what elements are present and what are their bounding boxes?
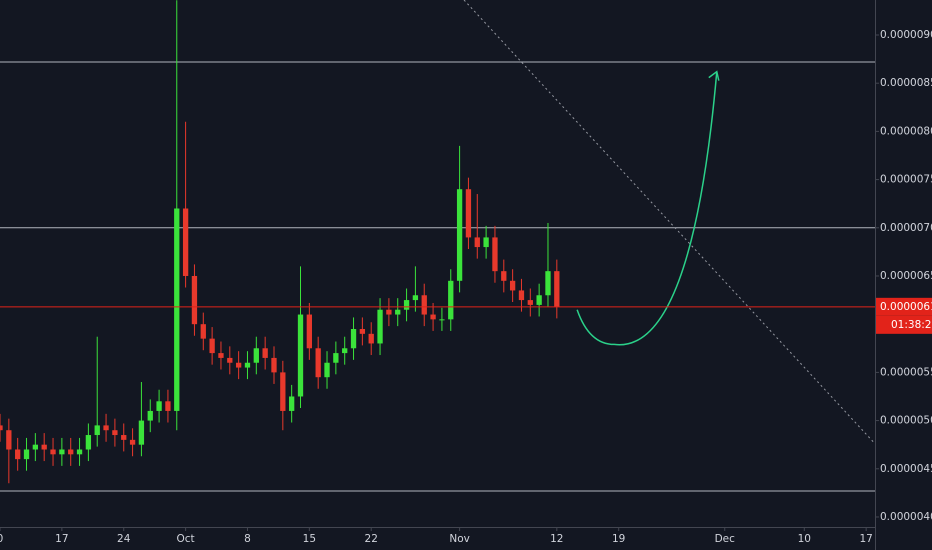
x-tick-label: 24 (117, 533, 131, 545)
candle-body (112, 430, 118, 436)
candle-body (244, 362, 251, 368)
candle-body (456, 189, 463, 281)
candle-body (430, 314, 436, 320)
y-tick-label: 0.00000700 (880, 222, 932, 234)
candle-body (85, 435, 92, 450)
candle-body (483, 237, 489, 248)
candle-body (368, 333, 374, 344)
x-tick-label: 19 (612, 533, 625, 545)
candle-body (289, 396, 295, 411)
candle-body (306, 314, 312, 349)
y-tick-label: 0.00000900 (880, 29, 932, 41)
candle-body (129, 439, 136, 445)
candle-body (421, 295, 427, 315)
candle-body (94, 425, 100, 436)
projection-curve (576, 71, 718, 346)
candle-body (527, 300, 533, 305)
x-tick-label: 12 (550, 533, 563, 545)
candle-body (448, 280, 454, 320)
x-tick-label: 0 (0, 533, 3, 545)
y-tick-label: 0.00000500 (880, 415, 932, 427)
x-tick-label: Nov (449, 533, 470, 545)
last-price-box (876, 297, 932, 316)
y-tick-label: 0.00000400 (880, 511, 932, 523)
candle-body (342, 348, 348, 354)
candle-body (235, 362, 242, 368)
candle-body (41, 444, 47, 450)
x-tick-label: 17 (859, 533, 872, 545)
candle-body (297, 314, 304, 397)
candle-body (138, 420, 145, 445)
candle-body (492, 237, 498, 272)
candle-body (262, 348, 268, 358)
y-tick-label: 0.00000800 (880, 125, 932, 137)
candle-body (439, 319, 445, 321)
candle-body (280, 372, 286, 411)
candle-body (403, 300, 410, 310)
y-tick-label: 0.00000550 (880, 366, 932, 378)
candle-body (32, 444, 39, 450)
candle-body (182, 208, 189, 276)
candle-body (209, 338, 215, 354)
candle-body (147, 410, 153, 421)
candle-body (554, 271, 560, 307)
candle-body (253, 348, 259, 363)
candle-body (315, 348, 321, 378)
candle-body (200, 324, 206, 339)
trend-line (463, 0, 875, 444)
x-tick-label: 22 (365, 533, 378, 545)
candle-body (50, 449, 56, 455)
candle-body (545, 271, 551, 296)
candle-body (165, 401, 171, 411)
y-tick-label: 0.00000750 (880, 174, 932, 186)
candle-body (474, 237, 480, 248)
countdown-box (876, 315, 932, 334)
y-tick-label: 0.00000650 (880, 270, 932, 282)
x-tick-label: Oct (177, 533, 195, 545)
candle-body (271, 357, 277, 373)
candle-body (518, 290, 525, 301)
candle-body (395, 309, 401, 315)
projection-arrowhead (708, 70, 720, 81)
candle-body (377, 309, 383, 344)
candle-body (412, 295, 419, 301)
x-tick-label: 8 (244, 533, 251, 545)
candle-body (156, 401, 162, 411)
candle-body (23, 449, 30, 460)
x-tick-label: 15 (303, 533, 316, 545)
x-tick-label: 17 (55, 533, 68, 545)
y-tick-label: 0.00000450 (880, 463, 932, 475)
candle-body (359, 329, 366, 334)
candle-body (76, 449, 83, 455)
candle-body (121, 435, 127, 440)
countdown-label: 01:38:28 (891, 319, 932, 331)
candle-body (103, 425, 109, 431)
last-price-label: 0.00000618 (880, 301, 932, 313)
candle-body (536, 295, 542, 305)
candle-body (386, 309, 392, 315)
candle-body (6, 430, 12, 450)
candle-body (218, 353, 224, 358)
y-tick-label: 0.00000850 (880, 77, 932, 89)
candle-body (324, 362, 330, 378)
x-tick-label: 10 (798, 533, 811, 545)
candle-body (174, 208, 180, 411)
candle-body (191, 275, 198, 325)
candle-body (350, 329, 357, 349)
candle-body (15, 449, 21, 460)
candle-body (68, 449, 74, 455)
candle-body (509, 280, 516, 291)
candle-body (0, 425, 3, 431)
x-tick-label: Dec (715, 533, 736, 545)
candle-body (333, 353, 339, 363)
candle-body (227, 357, 233, 363)
candle-body (501, 271, 507, 281)
candle-body (465, 189, 472, 238)
candle-body (59, 449, 65, 455)
